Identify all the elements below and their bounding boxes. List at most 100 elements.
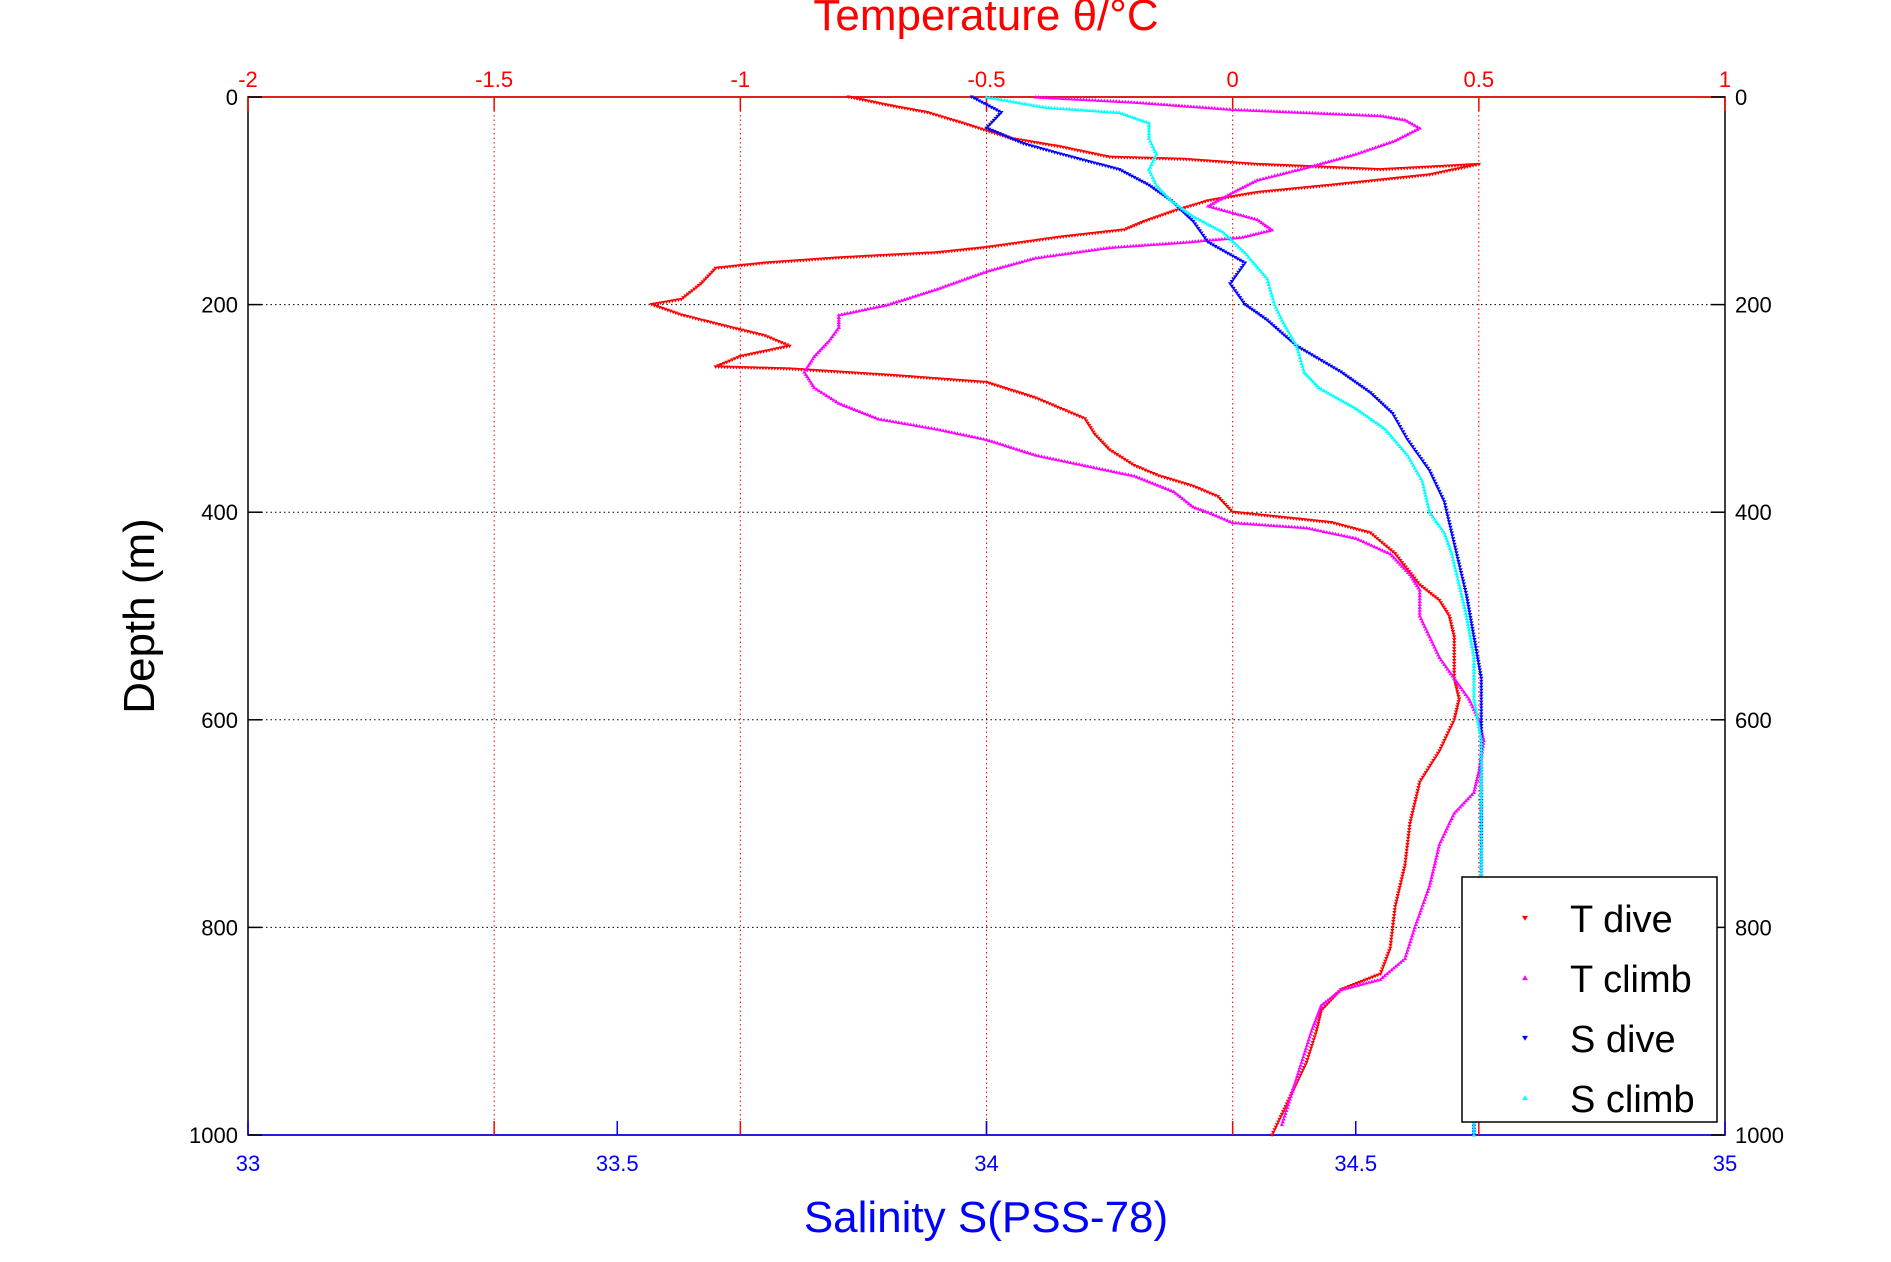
data-point xyxy=(1246,255,1251,259)
data-point xyxy=(978,436,983,440)
data-point xyxy=(1245,183,1250,187)
data-point xyxy=(1144,182,1149,186)
data-point xyxy=(1417,611,1422,615)
data-point xyxy=(1235,257,1240,261)
data-point xyxy=(1471,664,1477,668)
data-point xyxy=(1017,260,1022,264)
data-point xyxy=(1030,256,1036,261)
data-point xyxy=(1355,408,1361,412)
data-point xyxy=(1449,531,1454,535)
data-point xyxy=(781,367,786,371)
data-point xyxy=(1296,349,1301,354)
data-point xyxy=(1479,809,1484,814)
data-point xyxy=(1299,1060,1304,1064)
data-point xyxy=(1150,481,1155,485)
data-point xyxy=(995,266,1000,270)
data-point xyxy=(1296,1068,1302,1073)
data-point xyxy=(1287,331,1292,335)
data-point xyxy=(1229,279,1235,284)
data-point xyxy=(841,403,847,407)
data-point xyxy=(1390,928,1395,933)
data-point xyxy=(1330,111,1336,116)
data-point xyxy=(1465,796,1471,801)
data-point xyxy=(1447,821,1452,826)
data-point xyxy=(811,354,817,359)
data-point xyxy=(1200,233,1206,238)
data-point xyxy=(1220,229,1226,234)
data-point xyxy=(766,366,772,371)
data-point xyxy=(1442,662,1447,666)
data-point xyxy=(779,341,784,345)
data-point xyxy=(1226,235,1232,240)
data-point xyxy=(1190,158,1195,162)
data-point xyxy=(1453,568,1458,573)
data-point xyxy=(1294,344,1299,348)
data-point xyxy=(1181,240,1186,244)
data-point xyxy=(1445,667,1450,671)
data-point xyxy=(807,361,813,365)
data-point xyxy=(1236,293,1241,298)
data-point xyxy=(1086,248,1092,252)
data-point xyxy=(1164,102,1170,107)
data-point xyxy=(1434,650,1440,654)
data-point xyxy=(913,293,918,298)
data-point xyxy=(728,365,733,370)
temperature-tick-label: 0.5 xyxy=(1464,67,1495,92)
data-point xyxy=(940,285,945,289)
data-point xyxy=(1442,739,1447,743)
data-point xyxy=(1381,542,1387,547)
data-point xyxy=(1400,874,1405,879)
data-point xyxy=(907,295,913,300)
data-point xyxy=(1324,361,1329,366)
data-point xyxy=(734,365,739,370)
data-point xyxy=(1395,560,1401,564)
data-point xyxy=(1177,494,1183,499)
data-point xyxy=(1414,583,1420,588)
data-point xyxy=(1479,869,1484,873)
data-point xyxy=(1097,466,1102,471)
data-point xyxy=(1409,816,1414,821)
data-point xyxy=(1055,405,1060,410)
data-point xyxy=(1207,159,1213,164)
data-point xyxy=(1433,482,1438,486)
data-point xyxy=(862,307,868,312)
data-point xyxy=(1200,508,1206,513)
data-point xyxy=(1000,442,1006,447)
data-point xyxy=(1269,1133,1275,1137)
data-point xyxy=(1200,105,1206,109)
data-point xyxy=(1256,231,1261,235)
data-point xyxy=(1278,188,1284,193)
data-point xyxy=(1417,583,1422,587)
data-point xyxy=(1099,98,1104,102)
data-point xyxy=(884,253,889,258)
data-point xyxy=(1397,444,1403,448)
data-point xyxy=(848,255,853,260)
data-point xyxy=(1388,946,1393,951)
data-point xyxy=(1189,218,1194,222)
data-point xyxy=(1281,1116,1286,1121)
data-point xyxy=(1155,483,1161,487)
data-point xyxy=(1387,969,1392,974)
data-point xyxy=(1471,635,1477,639)
data-point xyxy=(1446,520,1452,524)
data-point xyxy=(1394,899,1399,904)
data-point xyxy=(1431,864,1437,869)
data-point xyxy=(1452,655,1457,660)
data-point xyxy=(1421,484,1426,489)
data-point xyxy=(722,365,727,370)
data-point xyxy=(1301,370,1307,374)
data-point xyxy=(1197,229,1203,233)
data-point xyxy=(1479,821,1484,826)
data-point xyxy=(1478,735,1484,740)
data-point xyxy=(1076,462,1082,466)
data-point xyxy=(1151,157,1157,161)
data-point xyxy=(1318,528,1324,533)
data-point xyxy=(864,372,870,376)
data-point xyxy=(1479,842,1484,846)
data-point xyxy=(1350,378,1355,383)
data-point xyxy=(1244,214,1249,219)
data-point xyxy=(993,116,998,121)
data-point xyxy=(1319,111,1324,115)
data-point xyxy=(1372,395,1377,399)
data-point xyxy=(1304,525,1309,530)
